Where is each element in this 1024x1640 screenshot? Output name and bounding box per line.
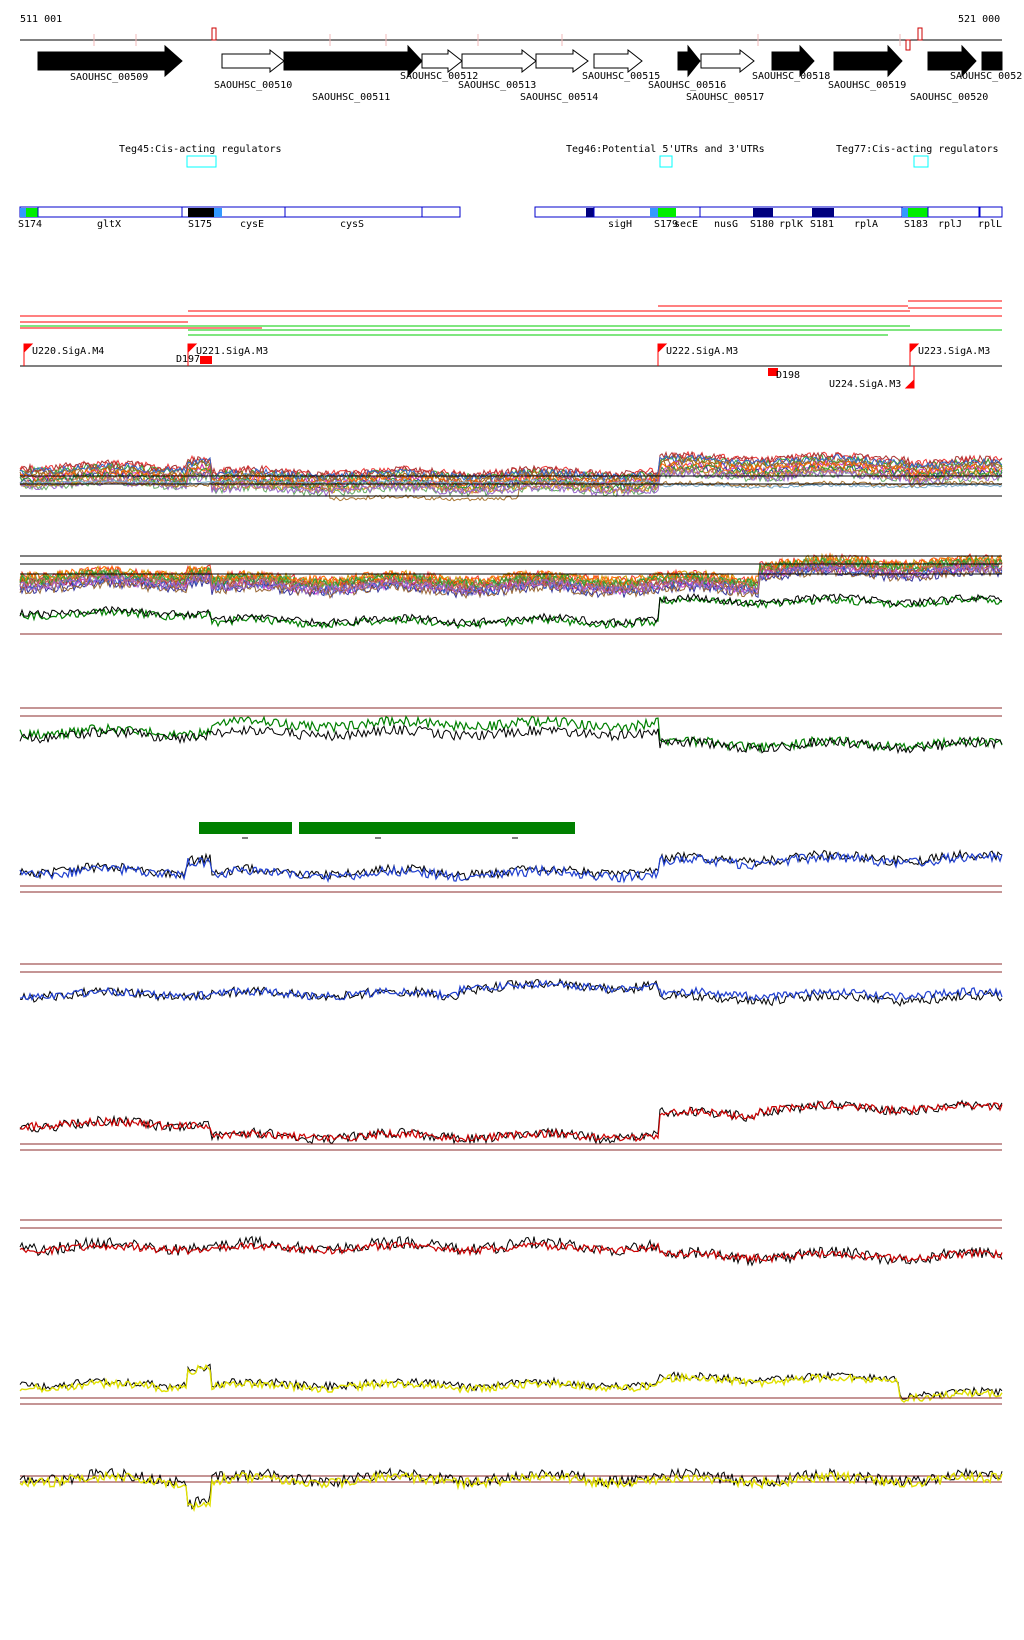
track2-series[interactable]	[19, 555, 1003, 591]
end-coordinate: 521 000	[958, 14, 1000, 25]
operon-label-s183: S183	[904, 219, 928, 230]
track1-series[interactable]	[19, 480, 1003, 502]
terminator-d198[interactable]: D198	[768, 368, 800, 381]
terminator-label: D198	[776, 370, 800, 381]
gene-label: SAOUHSC_00518	[752, 71, 830, 82]
track8-yellow[interactable]	[19, 1364, 1003, 1403]
gene-arrow-saouhsc-00509[interactable]: SAOUHSC_00509	[37, 44, 183, 83]
gene-label: SAOUHSC_00517	[686, 92, 764, 103]
track1-series[interactable]	[19, 479, 1003, 489]
gene-label: SAOUHSC_00513	[458, 80, 536, 91]
operon-label-sigh: sigH	[608, 219, 632, 230]
track7-red[interactable]	[19, 1241, 1003, 1264]
annotation-teg45[interactable]: Teg45:Cis-acting regulators	[119, 144, 282, 168]
track2-green[interactable]	[19, 594, 1003, 630]
track2-series[interactable]	[19, 562, 1003, 597]
track4-black[interactable]	[19, 849, 1003, 881]
gene-arrow-saouhsc-00520[interactable]: SAOUHSC_00520	[910, 44, 988, 103]
operon-label-sece: secE	[674, 219, 698, 230]
gene-arrow-saouhsc-00516[interactable]: SAOUHSC_00516	[648, 44, 726, 91]
operon-label-cyse: cysE	[240, 219, 264, 230]
track2-black[interactable]	[19, 593, 1003, 628]
track5-black[interactable]	[19, 977, 1003, 1007]
promoter-label: U224.SigA.M3	[829, 379, 901, 390]
track5-blue[interactable]	[19, 979, 1003, 1002]
track2-series[interactable]	[19, 564, 1003, 599]
track9-black[interactable]	[19, 1467, 1003, 1510]
annotation-label: Teg45:Cis-acting regulators	[119, 144, 282, 155]
coordinate-ruler: 511 001 521 000	[20, 14, 1002, 51]
operon-label-nusg: nusG	[714, 219, 738, 230]
operon-label-s175: S175	[188, 219, 212, 230]
promoter-label: U222.SigA.M3	[666, 346, 738, 357]
ruler-ticks	[93, 27, 923, 51]
track6-red[interactable]	[19, 1099, 1003, 1143]
operon-label-s180: S180	[750, 219, 774, 230]
green-bars	[199, 822, 575, 839]
promoter-label: U220.SigA.M4	[32, 346, 104, 357]
green-bar[interactable]	[299, 822, 575, 834]
gene-arrow-saouhsc-00511[interactable]: SAOUHSC_00511	[283, 44, 423, 103]
track4-blue[interactable]	[19, 851, 1003, 884]
operon-label-s181: S181	[810, 219, 834, 230]
annotation-teg77[interactable]: Teg77:Cis-acting regulators	[836, 144, 999, 168]
gene-arrow-saouhsc-0052[interactable]: SAOUHSC_0052	[950, 51, 1022, 82]
annotation-label: Teg77:Cis-acting regulators	[836, 144, 999, 155]
operon-label-rplk: rplK	[779, 219, 803, 230]
terminator-label: D197	[176, 354, 200, 365]
track8-black[interactable]	[19, 1363, 1003, 1400]
gene-arrow-saouhsc-00513[interactable]: SAOUHSC_00513	[458, 48, 537, 91]
promoter-label: U223.SigA.M3	[918, 346, 990, 357]
gene-label: SAOUHSC_00519	[828, 80, 906, 91]
operon-label-s179: S179	[654, 219, 678, 230]
expression-tracks	[19, 450, 1003, 1513]
operon-label-s174: S174	[18, 219, 42, 230]
operon-label-gltx: gltX	[97, 219, 121, 230]
gene-arrow-saouhsc-00515[interactable]: SAOUHSC_00515	[582, 48, 660, 82]
track3-green[interactable]	[19, 715, 1003, 754]
operon-track: S174 gltX S175 cysE cysS sigH S179 secE …	[18, 206, 1003, 230]
gene-arrow-saouhsc-00512[interactable]: SAOUHSC_00512	[400, 48, 478, 82]
operon-label-rplj: rplJ	[938, 219, 962, 230]
terminator-d197[interactable]: D197	[176, 354, 212, 365]
promoter-u220[interactable]: U220.SigA.M4	[23, 343, 104, 366]
operon-label-rpll: rplL	[978, 219, 1002, 230]
gene-label: SAOUHSC_00512	[400, 71, 478, 82]
gene-arrow-saouhsc-00517[interactable]: SAOUHSC_00517	[686, 48, 764, 103]
gene-label: SAOUHSC_00516	[648, 80, 726, 91]
promoter-u221[interactable]: U221.SigA.M3	[187, 343, 268, 366]
gene-label: SAOUHSC_00515	[582, 71, 660, 82]
track1-series[interactable]	[19, 460, 1003, 489]
gene-track: SAOUHSC_00509 SAOUHSC_00510 SAOUHSC_0051…	[37, 44, 1022, 103]
gene-label: SAOUHSC_00520	[910, 92, 988, 103]
gene-arrow-saouhsc-00518[interactable]: SAOUHSC_00518	[752, 44, 830, 82]
gene-arrow-saouhsc-00514[interactable]: SAOUHSC_00514	[520, 49, 598, 103]
gene-label: SAOUHSC_00509	[70, 72, 148, 83]
promoter-u224[interactable]: U224.SigA.M3	[829, 366, 915, 390]
track9-yellow[interactable]	[19, 1470, 1003, 1513]
gene-label: SAOUHSC_00514	[520, 92, 598, 103]
promoter-u222[interactable]: U222.SigA.M3	[657, 343, 738, 366]
annotation-teg46[interactable]: Teg46:Potential 5'UTRs and 3'UTRs	[566, 144, 765, 168]
gene-label: SAOUHSC_00511	[312, 92, 390, 103]
gene-label: SAOUHSC_0052	[950, 71, 1022, 82]
green-bar[interactable]	[199, 822, 292, 834]
gene-label: SAOUHSC_00510	[214, 80, 292, 91]
promoter-u223[interactable]: U223.SigA.M3	[909, 343, 990, 366]
operon-label-cyss: cysS	[340, 219, 364, 230]
track7-black[interactable]	[19, 1235, 1003, 1267]
operon-label-rpla: rplA	[854, 219, 878, 230]
track3-black[interactable]	[19, 723, 1003, 755]
gene-arrow-saouhsc-00519[interactable]: SAOUHSC_00519	[828, 44, 906, 91]
track1-series[interactable]	[19, 453, 1003, 483]
promoter-label: U221.SigA.M3	[196, 346, 268, 357]
start-coordinate: 511 001	[20, 14, 62, 25]
annotation-label: Teg46:Potential 5'UTRs and 3'UTRs	[566, 144, 765, 155]
transcript-lines	[20, 300, 1002, 336]
gene-arrow-saouhsc-00510[interactable]: SAOUHSC_00510	[214, 48, 292, 91]
annotation-track: Teg45:Cis-acting regulators Teg46:Potent…	[119, 144, 999, 168]
track2-series[interactable]	[19, 558, 1003, 594]
promoter-track: U220.SigA.M4 U221.SigA.M3 U222.SigA.M3 U…	[20, 343, 1002, 390]
